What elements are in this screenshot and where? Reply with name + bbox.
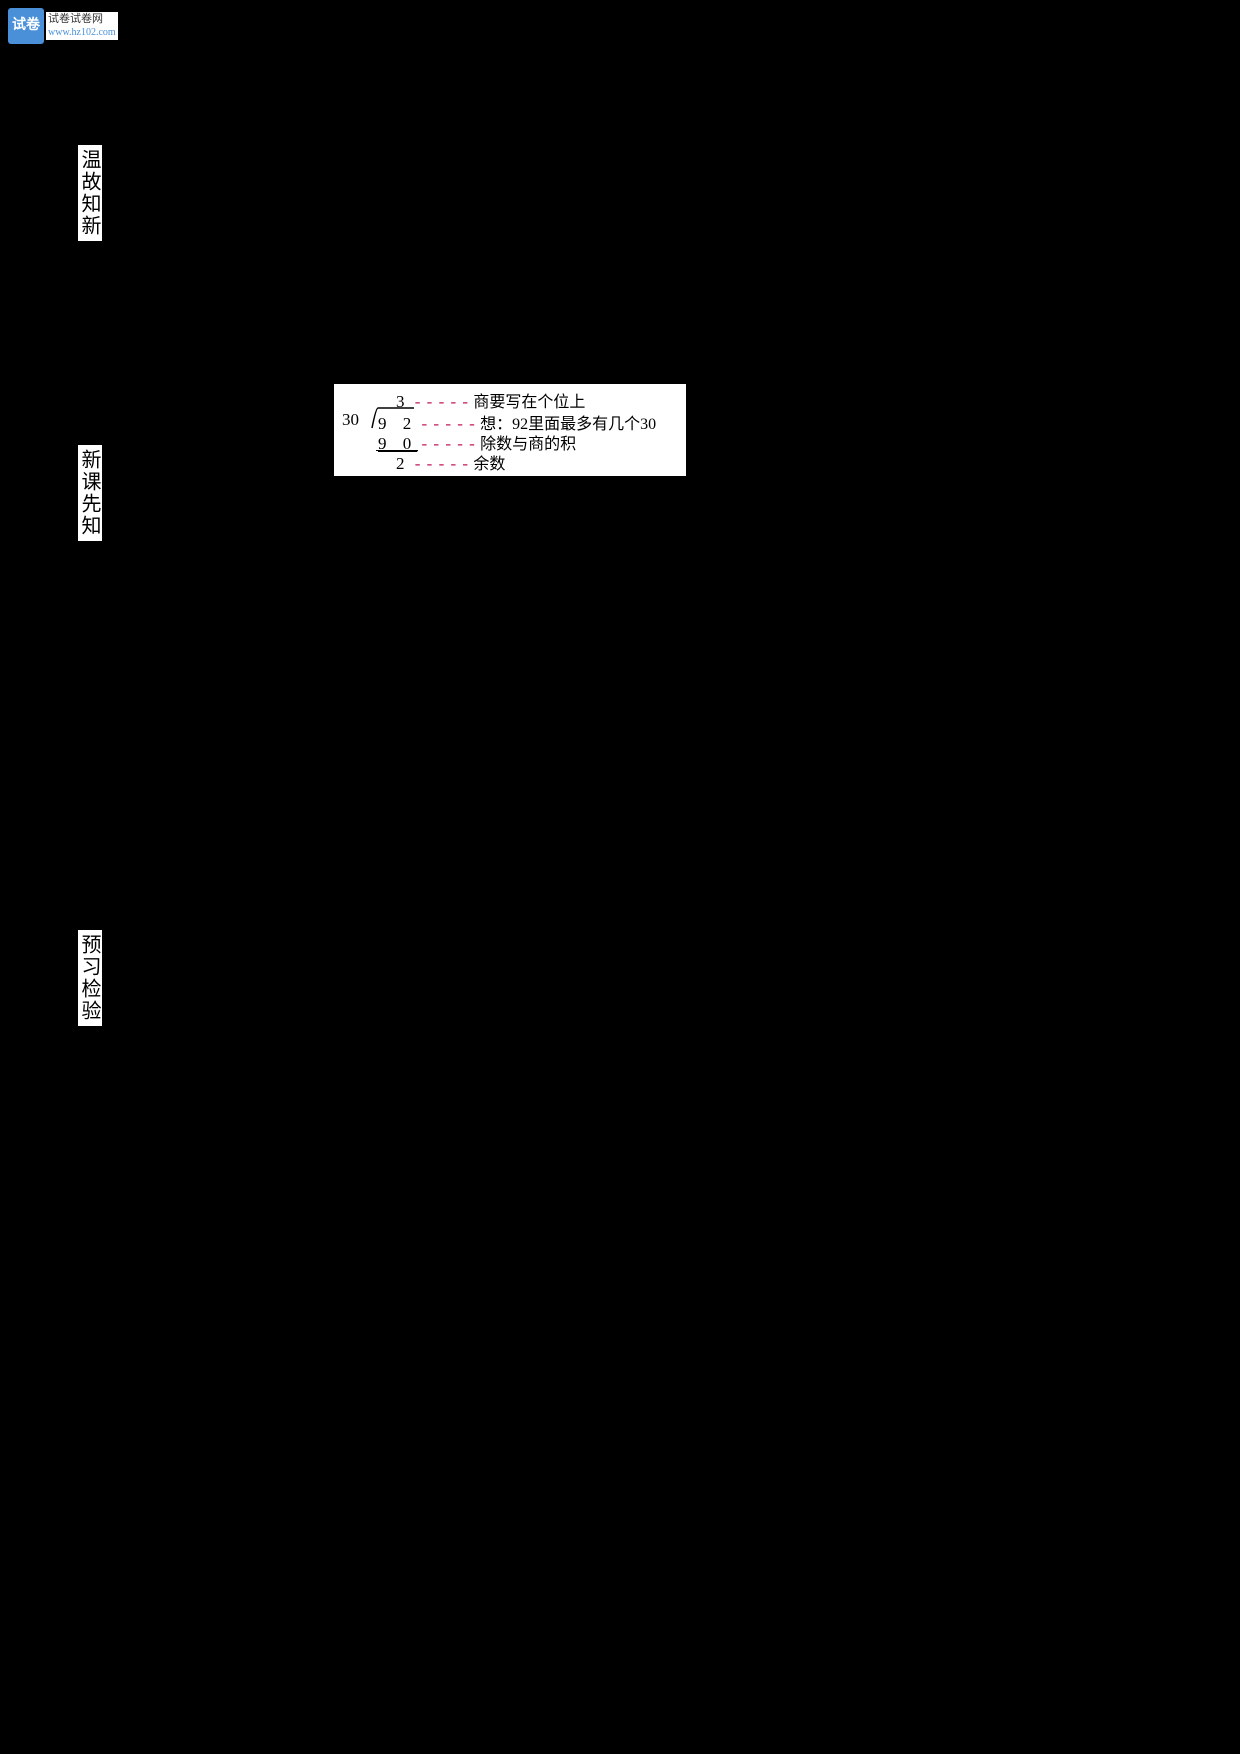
logo-badge-text: 试卷 — [12, 18, 40, 33]
logo-line2: www.hz102.com — [48, 27, 116, 39]
annot-quotient: 商要写在个位上 — [473, 394, 585, 411]
site-logo: 试卷 试卷试卷网 www.hz102.com — [8, 8, 118, 44]
divisor-value: 30 — [342, 410, 359, 430]
section-label-newlesson: 新课先知 — [78, 445, 102, 541]
remainder-value: 2 — [396, 454, 411, 474]
logo-badge: 试卷 — [8, 8, 44, 44]
logo-line1: 试卷试卷网 — [48, 13, 116, 26]
long-division-diagram: 3 - - - - - 商要写在个位上 30 9 2 - - - - - 想：9… — [334, 384, 686, 476]
annot-remainder: 余数 — [473, 456, 505, 473]
section-label-review: 温故知新 — [78, 145, 102, 241]
logo-text: 试卷试卷网 www.hz102.com — [46, 12, 118, 39]
section-label-preview: 预习检验 — [78, 930, 102, 1026]
dash-icon: - - - - - — [415, 392, 469, 411]
dash-icon: - - - - - — [415, 454, 469, 473]
